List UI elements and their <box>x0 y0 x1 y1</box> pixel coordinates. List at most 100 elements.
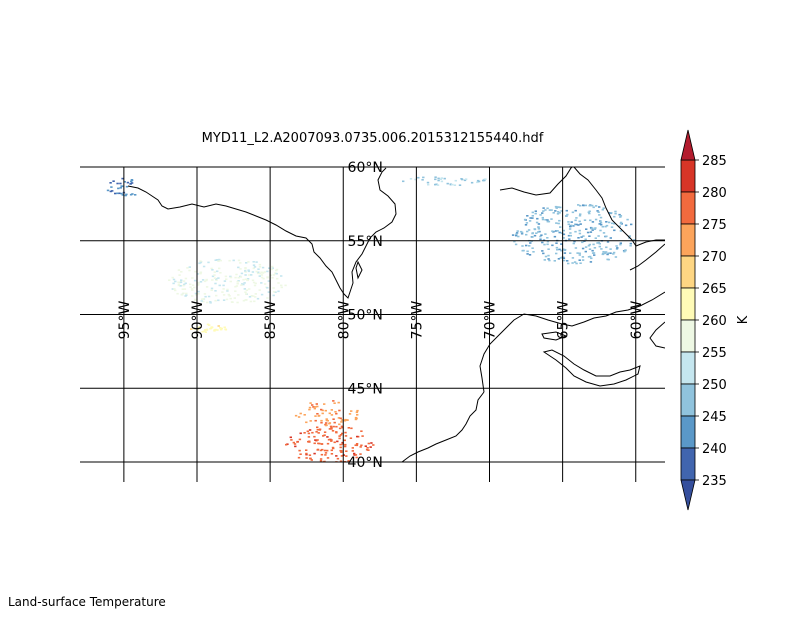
temperature-cell <box>201 330 204 333</box>
longitude-label: 70°W <box>483 301 499 340</box>
temperature-cell <box>305 421 308 424</box>
temperature-cell <box>219 327 222 329</box>
temperature-cell <box>526 215 529 217</box>
temperature-cell <box>197 290 200 293</box>
temperature-cell <box>355 456 358 459</box>
colorbar-segment <box>680 447 696 481</box>
temperature-cell <box>320 443 324 445</box>
us-east-coast <box>401 391 485 462</box>
longitude-labels: 95°W 90°W 85°W 80°W 75°W 70°W 65°W 60°W <box>117 301 645 340</box>
footer-label: Land-surface Temperature <box>8 595 166 609</box>
temperature-cell <box>258 289 261 291</box>
temperature-cell <box>409 178 413 180</box>
temperature-cell <box>579 204 582 207</box>
temperature-cell <box>520 232 524 235</box>
temperature-cell <box>117 187 120 190</box>
temperature-cell <box>629 242 632 245</box>
temperature-cell <box>606 241 610 243</box>
temperature-cell <box>229 276 233 279</box>
temperature-cell <box>126 181 130 184</box>
temperature-cell <box>414 178 417 181</box>
temperature-cell <box>532 251 535 253</box>
temperature-cell <box>345 455 348 457</box>
temperature-data-layer <box>106 176 636 462</box>
temperature-cell <box>244 267 247 269</box>
temperature-cell <box>454 179 457 182</box>
temperature-cell <box>318 428 322 431</box>
temperature-cell <box>558 212 561 214</box>
temperature-cell <box>185 294 188 296</box>
temperature-cell <box>343 419 347 422</box>
temperature-cell <box>434 178 437 181</box>
temperature-cell <box>578 254 581 256</box>
temperature-cell <box>271 277 274 279</box>
colorbar-tick-label: 270 <box>702 250 727 265</box>
temperature-cell <box>336 457 340 460</box>
temperature-cell <box>417 176 420 179</box>
temperature-cell <box>567 221 570 223</box>
temperature-cell <box>199 271 203 274</box>
temperature-cell <box>274 272 277 274</box>
colorbar-tick-label: 260 <box>702 314 727 329</box>
temperature-cell <box>574 219 577 222</box>
temperature-cell <box>217 299 220 302</box>
temperature-cell <box>531 236 534 238</box>
temperature-cell <box>205 328 209 331</box>
temperature-cell <box>427 183 430 186</box>
temperature-cell <box>206 301 209 304</box>
colorbar-tick-label: 245 <box>702 410 727 425</box>
temperature-cell <box>537 226 540 228</box>
temperature-cell <box>274 291 277 293</box>
temperature-cell <box>259 272 262 275</box>
temperature-cell <box>339 460 343 462</box>
colorbar-tick-label: 275 <box>702 218 727 233</box>
temperature-cell <box>554 230 558 232</box>
temperature-cell <box>275 272 278 275</box>
temperature-cell <box>525 244 528 247</box>
temperature-cell <box>339 417 342 420</box>
temperature-cell <box>272 291 276 293</box>
temperature-cell <box>608 221 611 224</box>
temperature-cell <box>581 256 585 258</box>
temperature-cell <box>206 323 210 326</box>
temperature-cell <box>121 194 124 196</box>
temperature-cell <box>527 229 531 231</box>
graticule <box>80 166 665 482</box>
temperature-cell <box>537 228 541 230</box>
temperature-cell <box>565 209 568 212</box>
temperature-cell <box>191 277 194 279</box>
temperature-cell <box>569 225 572 228</box>
temperature-cell <box>535 232 538 234</box>
temperature-cell <box>316 426 319 429</box>
temperature-cell <box>351 450 354 452</box>
temperature-cell <box>316 439 319 441</box>
temperature-cell <box>557 206 560 208</box>
colorbar-over-arrow <box>680 129 696 161</box>
temperature-cell <box>313 407 316 410</box>
temperature-cell <box>314 419 317 422</box>
temperature-cell <box>219 272 222 274</box>
temperature-cell <box>598 214 601 216</box>
temperature-cell <box>584 238 587 241</box>
temperature-cell <box>343 439 346 442</box>
temperature-cell <box>584 246 588 248</box>
temperature-cell <box>365 448 369 451</box>
temperature-cell <box>245 289 249 291</box>
temperature-cell <box>313 442 316 445</box>
temperature-cell <box>130 179 134 181</box>
map-title: MYD11_L2.A2007093.0735.006.2015312155440… <box>201 131 544 146</box>
temperature-cell <box>628 235 631 237</box>
temperature-cell <box>191 295 194 297</box>
temperature-cell <box>204 331 207 333</box>
temperature-cell <box>587 244 591 247</box>
temperature-cell <box>237 294 240 296</box>
temperature-cell <box>599 229 602 232</box>
temperature-cell <box>245 299 248 301</box>
temperature-cell <box>609 252 612 254</box>
temperature-cell <box>577 237 580 239</box>
temperature-cell <box>311 404 314 406</box>
temperature-cell <box>568 228 572 230</box>
colorbar-segment <box>680 351 696 385</box>
temperature-cell <box>575 223 578 226</box>
temperature-cell <box>585 228 588 230</box>
